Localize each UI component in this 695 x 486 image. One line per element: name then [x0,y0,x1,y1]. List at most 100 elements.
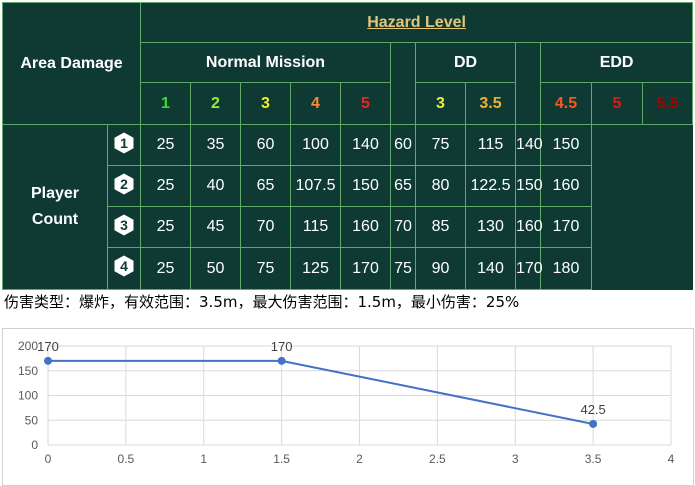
damage-cell: 130 [465,206,516,248]
y-tick-label: 200 [18,339,38,353]
damage-cell: 150 [540,124,592,166]
hazard-level-edd-4-5: 4.5 [540,82,592,125]
table-row: Player Count 1 25 35 60 100 140 60 75 115 140 150 [2,124,693,290]
damage-cell: 140 [340,124,391,166]
x-tick-label: 2.5 [429,452,446,466]
damage-cell: 115 [290,206,341,248]
player-count-4-icon: 4 [114,255,134,277]
hazard-level-edd-5: 5 [591,82,643,125]
damage-cell: 100 [290,124,341,166]
damage-cell: 115 [465,124,516,166]
y-tick-label: 100 [18,389,38,403]
damage-cell: 60 [240,124,291,166]
damage-cell: 35 [190,124,241,166]
damage-cell: 25 [140,165,191,207]
x-tick-label: 2 [356,452,363,466]
x-tick-label: 3.5 [585,452,602,466]
hazard-level-normal-3: 3 [240,82,291,125]
data-point [277,356,286,365]
damage-cell: 25 [140,206,191,248]
data-label: 170 [37,339,59,354]
damage-cell: 80 [415,165,466,207]
x-tick-label: 0.5 [118,452,135,466]
damage-cell: 160 [340,206,391,248]
player-count-3-icon: 3 [114,214,134,235]
player-count-number: 2 [120,176,128,192]
player-count-label: Player Count [2,124,108,290]
player-count-cell: 2 [107,165,141,207]
hazard-level-normal-1: 1 [140,82,191,125]
dd-header: DD [415,42,516,83]
area-damage-header: Area Damage [2,2,141,125]
hazard-level-normal-2: 2 [190,82,241,125]
hazard-level-normal-5: 5 [340,82,391,125]
damage-cell: 75 [415,124,466,166]
damage-cell: 45 [190,206,241,248]
damage-cell: 25 [140,124,191,166]
player-count-1-icon: 1 [114,132,134,153]
area-damage-table: Area Damage Hazard Level Normal Mission … [2,2,694,290]
x-tick-label: 0 [45,452,52,466]
hazard-level-dd-3-5: 3.5 [465,82,516,125]
damage-cell: 60 [390,124,416,166]
player-count-label-line2: Count [31,211,79,228]
hazard-level-dd-3: 3 [415,82,466,125]
player-count-cell: 3 [107,206,141,248]
hazard-level-normal-4: 4 [290,82,341,125]
hazard-level-title: Hazard Level [367,13,466,31]
damage-falloff-chart: 0 0.5 1 1.5 2 2.5 3 3.5 4 0 50 100 150 200 170 170 42.5 [2,328,694,486]
x-tick-label: 4 [668,452,675,466]
damage-cell: 140 [465,247,516,290]
normal-mission-header: Normal Mission [140,42,391,83]
damage-cell: 160 [515,206,543,248]
damage-cell: 65 [390,165,416,207]
damage-cell: 85 [415,206,466,248]
damage-cell: 125 [290,247,341,290]
y-tick-label: 0 [31,438,38,452]
edd-header: EDD [539,42,694,83]
damage-cell: 40 [190,165,241,207]
damage-cell: 50 [190,247,241,290]
damage-cell: 170 [340,247,391,290]
x-tick-label: 1.5 [273,452,290,466]
damage-cell: 150 [340,165,391,207]
damage-cell: 122.5 [465,165,516,207]
damage-cell: 107.5 [290,165,341,207]
x-tick-label: 3 [512,452,519,466]
spacer-column [515,42,541,125]
player-count-number: 3 [120,217,128,233]
x-tick-label: 1 [200,452,207,466]
data-point [44,356,52,365]
damage-cell: 70 [390,206,416,248]
damage-cell: 170 [515,247,543,290]
player-count-cell: 1 [107,124,141,166]
player-count-number: 1 [120,135,128,151]
spacer-column [390,42,416,125]
table-row: 2 25 40 65 107.5 150 65 80 122.5 150 160 [3,165,693,207]
data-label: 42.5 [580,402,605,417]
damage-cell: 150 [515,165,543,207]
damage-cell: 160 [540,165,592,207]
damage-cell: 65 [240,165,291,207]
damage-cell: 70 [240,206,291,248]
damage-description: 伤害类型：爆炸，有效范围：3.5m，最大伤害范围：1.5m，最小伤害：25% [4,293,520,311]
y-tick-label: 150 [18,364,38,378]
player-count-label-line1: Player [30,185,80,202]
hazard-level-edd-5-5: 5.5 [641,82,694,125]
damage-cell: 140 [515,124,543,166]
player-count-cell: 4 [107,247,141,290]
damage-cell: 25 [140,247,191,290]
y-tick-label: 50 [25,413,39,427]
data-label: 170 [271,339,293,354]
damage-cell: 170 [540,206,592,248]
hazard-level-header: Hazard Level [139,2,694,43]
player-count-number: 4 [120,258,128,274]
damage-cell: 180 [540,247,592,290]
damage-cell: 75 [240,247,291,290]
player-count-2-icon: 2 [114,173,134,194]
table-row: 4 25 50 75 125 170 75 90 140 170 180 [3,247,693,290]
damage-cell: 90 [415,247,466,290]
data-point [589,419,598,428]
damage-cell: 75 [390,247,416,290]
